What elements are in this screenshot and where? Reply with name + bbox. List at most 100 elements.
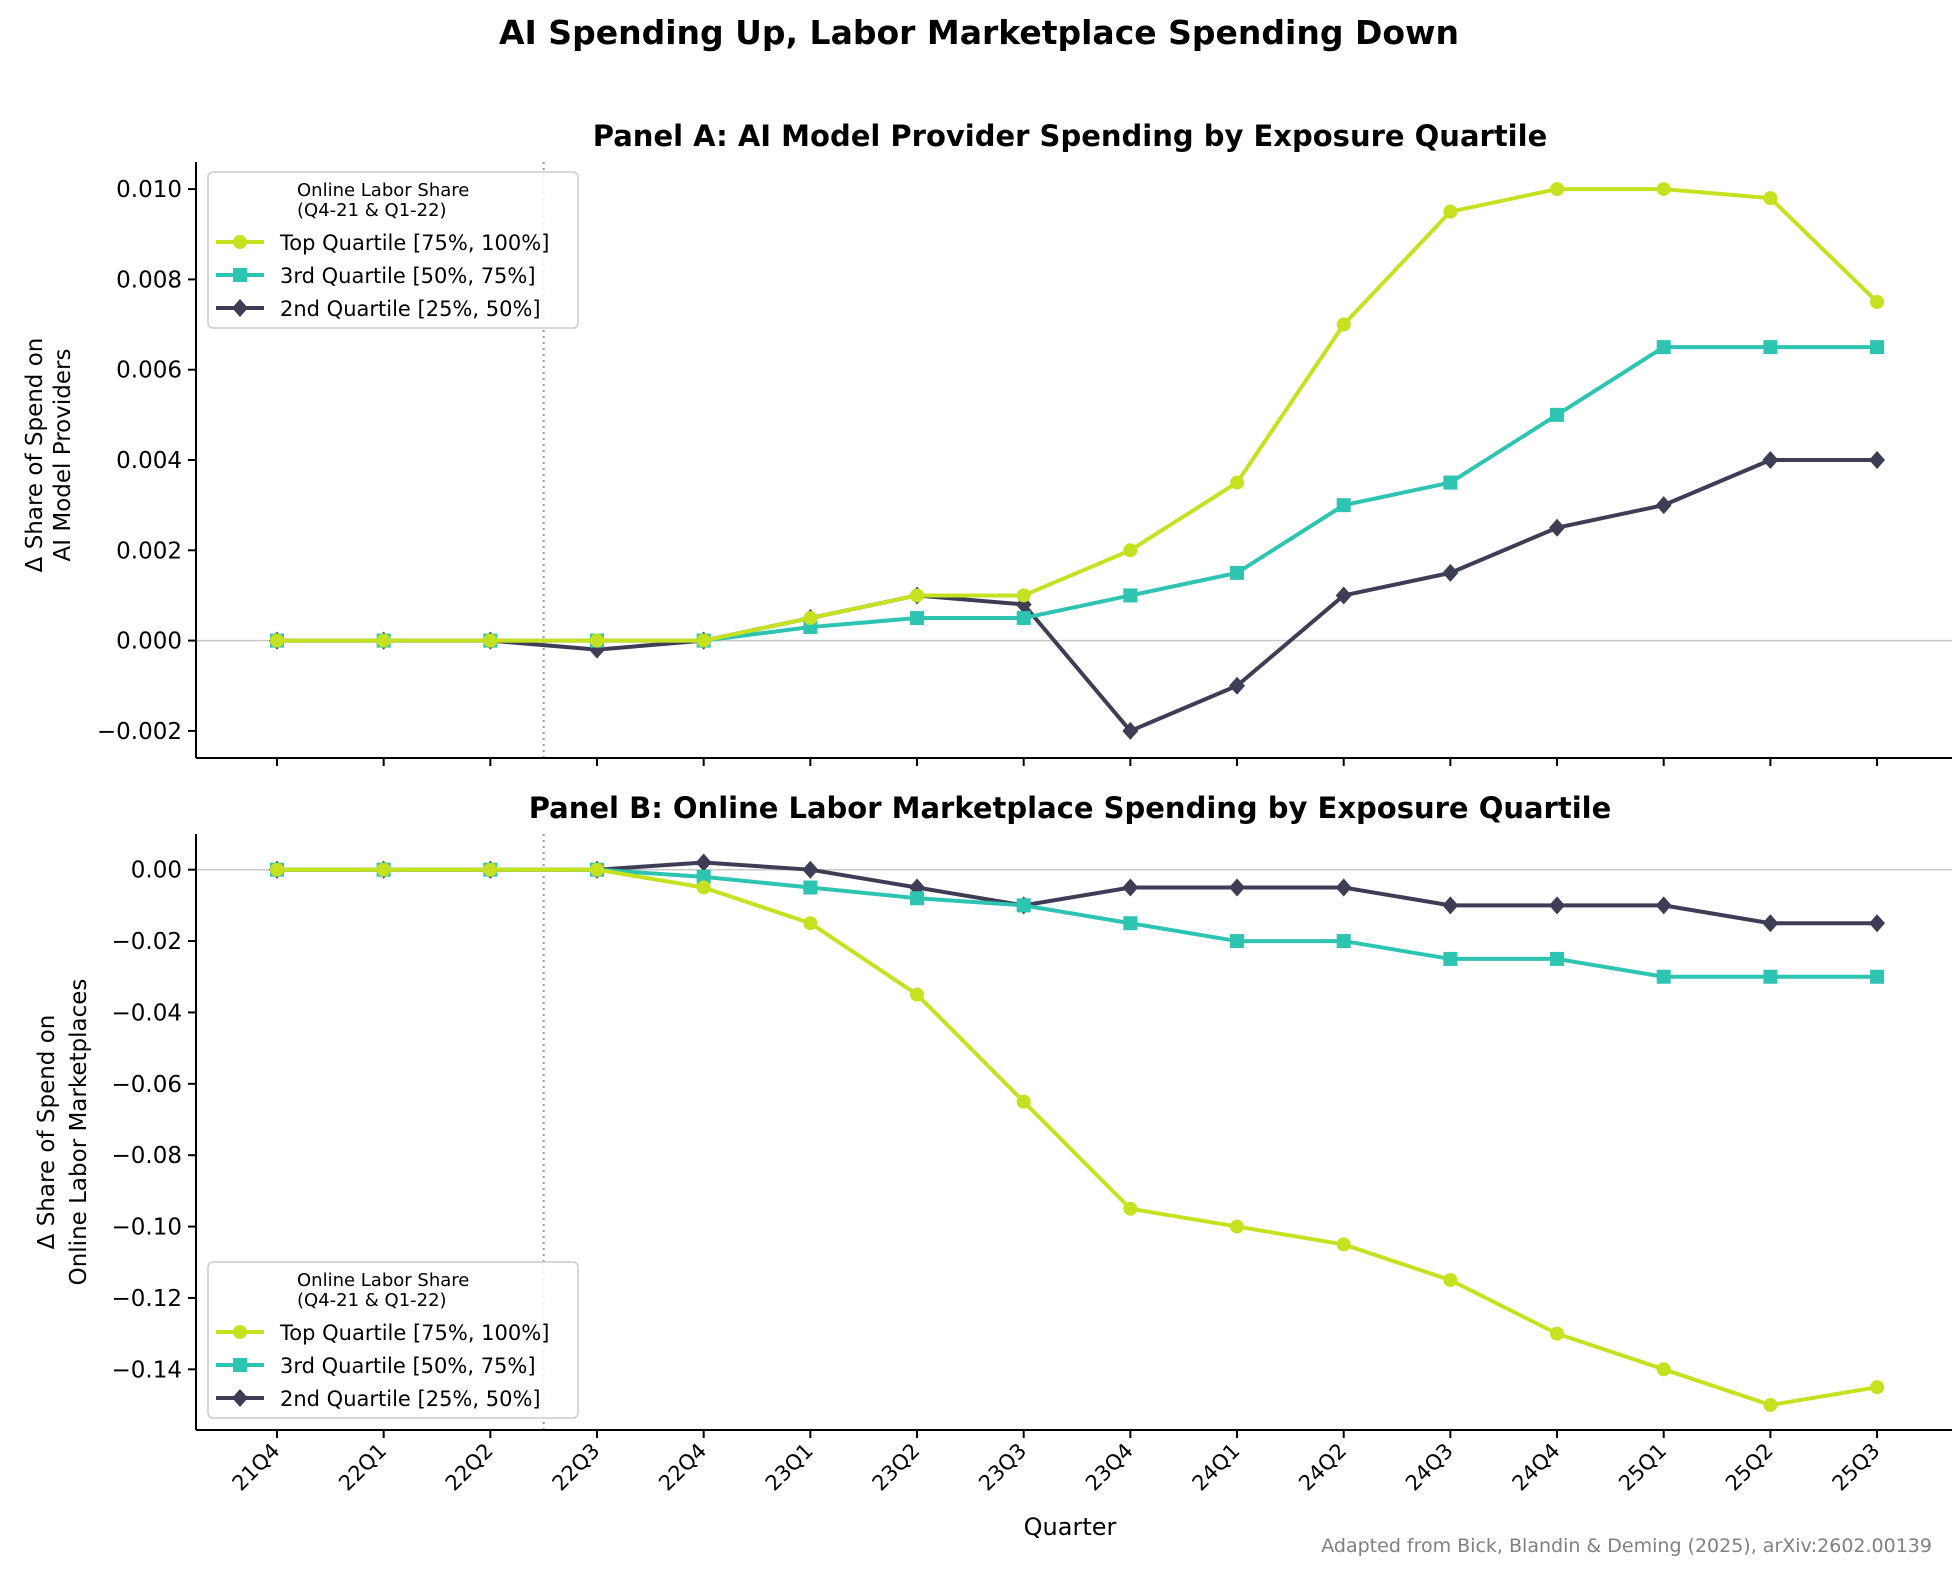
data-point-top [910, 588, 925, 603]
series-line-top [277, 867, 1878, 1408]
data-point-top [1443, 1273, 1458, 1288]
x-tick-label: 24Q2 [1294, 1439, 1351, 1496]
x-tick-label: 25Q1 [1614, 1439, 1671, 1496]
data-point-second [1762, 451, 1779, 469]
data-point-top [803, 916, 818, 931]
data-point-top [1656, 182, 1671, 197]
data-point-second [802, 860, 819, 879]
x-tick-label: 22Q1 [334, 1439, 391, 1496]
x-tick-label: 23Q1 [761, 1439, 818, 1496]
legend-label-second: 2nd Quartile [25%, 50%] [280, 1387, 541, 1411]
data-point-second [1549, 896, 1566, 915]
data-point-top [1336, 1237, 1351, 1252]
panel-a: Panel A: AI Model Provider Spending by E… [22, 119, 1952, 766]
panel-title: Panel A: AI Model Provider Spending by E… [593, 119, 1547, 153]
data-point-third [1550, 407, 1565, 422]
data-point-second [1655, 496, 1672, 515]
legend-marker-top [233, 1325, 247, 1339]
legend-marker-third [233, 1358, 247, 1372]
data-point-third [1443, 475, 1458, 490]
legend-box [207, 171, 579, 329]
x-tick-label: 21Q4 [228, 1439, 285, 1496]
data-point-top [1870, 1380, 1885, 1395]
y-axis-label: Online Labor Marketplaces [66, 979, 92, 1286]
legend-label-second: 2nd Quartile [25%, 50%] [280, 297, 541, 321]
data-point-second [1549, 518, 1566, 537]
data-point-top [1763, 191, 1778, 206]
data-point-second [1762, 914, 1779, 933]
data-point-top [376, 633, 391, 648]
x-tick-label: 25Q2 [1721, 1439, 1778, 1496]
data-point-second [1655, 896, 1672, 915]
panel-b: Panel B: Online Labor Marketplace Spendi… [34, 791, 1952, 1496]
legend-marker-second [232, 299, 248, 317]
data-point-top [376, 862, 391, 877]
series-third [270, 340, 1885, 648]
legend-marker-second [232, 1389, 248, 1407]
data-point-top [1870, 294, 1885, 309]
data-point-third [1016, 611, 1031, 626]
data-point-third [1550, 951, 1565, 966]
data-point-second [1122, 878, 1139, 897]
x-tick-label: 24Q1 [1188, 1439, 1245, 1496]
data-point-third [910, 611, 925, 626]
data-point-third [1336, 498, 1351, 513]
series-top [270, 182, 1885, 648]
series-third [270, 862, 1885, 984]
x-tick-label: 24Q3 [1401, 1439, 1458, 1496]
y-tick-label: −0.002 [97, 719, 182, 745]
data-point-third [1763, 969, 1778, 984]
data-point-top [1656, 1362, 1671, 1377]
y-tick-label: −0.02 [112, 929, 182, 955]
data-point-second [1229, 878, 1246, 897]
data-point-third [1016, 898, 1031, 913]
y-tick-label: −0.08 [112, 1143, 182, 1169]
legend-marker-top [233, 235, 247, 249]
series-line-third [277, 867, 1878, 979]
data-point-second [1122, 721, 1139, 740]
data-point-top [803, 611, 818, 626]
legend-subtitle: (Q4-21 & Q1-22) [297, 1290, 447, 1311]
y-axis-label: Δ Share of Spend on [34, 1015, 60, 1250]
y-tick-label: 0.006 [116, 358, 182, 384]
legend-marker-third [233, 268, 247, 282]
data-point-second [1442, 896, 1459, 915]
series-line-second [277, 458, 1878, 733]
figure-title: AI Spending Up, Labor Marketplace Spendi… [499, 13, 1459, 52]
data-point-third [1123, 916, 1138, 931]
legend-label-third: 3rd Quartile [50%, 75%] [280, 264, 536, 288]
data-point-third [803, 880, 818, 895]
legend: Online Labor Share(Q4-21 & Q1-22) Top Qua… [207, 171, 579, 329]
y-tick-label: 0.00 [131, 858, 182, 884]
data-point-second [1442, 563, 1459, 582]
data-point-third [1123, 588, 1138, 603]
data-point-third [1656, 969, 1671, 984]
x-tick-label: 23Q4 [1081, 1439, 1138, 1496]
data-point-top [590, 633, 605, 648]
data-point-top [270, 862, 284, 877]
legend-title: Online Labor Share [297, 1270, 469, 1291]
legend-title: Online Labor Share [297, 180, 469, 201]
legend-box [207, 1261, 579, 1419]
y-tick-label: −0.12 [112, 1286, 182, 1312]
data-point-second [1335, 586, 1352, 605]
series-second [269, 451, 1886, 740]
data-point-third [910, 891, 925, 906]
y-tick-label: 0.008 [116, 267, 182, 293]
x-tick-label: 24Q4 [1508, 1439, 1565, 1496]
x-axis-label: Quarter [1024, 1513, 1117, 1541]
x-tick-label: 23Q3 [974, 1439, 1031, 1496]
data-point-top [590, 862, 605, 877]
data-point-top [910, 987, 925, 1002]
y-tick-label: 0.002 [116, 538, 182, 564]
series-second [269, 853, 1886, 933]
data-point-third [1870, 340, 1885, 355]
x-tick-label: 23Q2 [868, 1439, 925, 1496]
data-point-third [1336, 934, 1351, 949]
y-axis-label: AI Model Providers [50, 349, 76, 562]
legend-label-top: Top Quartile [75%, 100%] [279, 1321, 549, 1345]
data-point-second [695, 853, 712, 872]
data-point-top [1016, 588, 1031, 603]
